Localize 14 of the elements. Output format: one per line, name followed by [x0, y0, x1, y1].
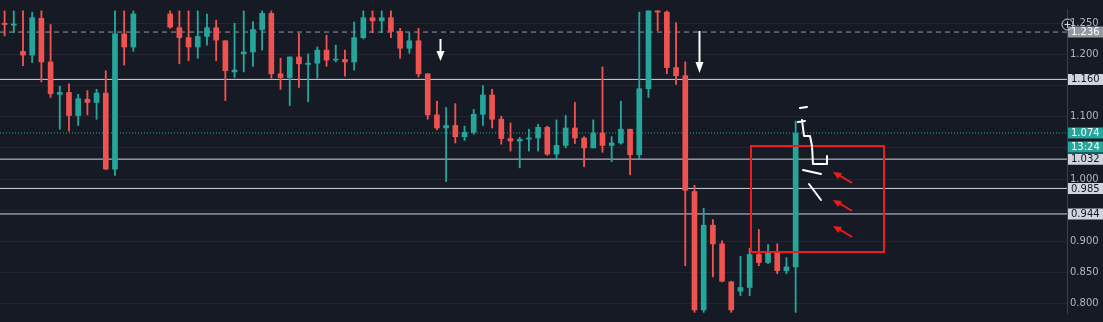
- y-tick-label: 0.800: [1070, 297, 1099, 309]
- y-tick-label: 1.000: [1070, 172, 1099, 184]
- ref-line-label: 0.985: [1071, 182, 1100, 194]
- y-tick-label: 1.250: [1070, 16, 1099, 28]
- ref-line-label: 1.074: [1071, 127, 1100, 139]
- y-tick-label: 1.100: [1070, 110, 1099, 122]
- y-tick-label: 0.900: [1070, 234, 1099, 246]
- ref-line-label: 1.236: [1071, 26, 1100, 38]
- ref-line-label: 1.032: [1071, 153, 1100, 165]
- y-tick-label: 1.200: [1070, 48, 1099, 60]
- y-tick-label: 0.850: [1070, 266, 1099, 278]
- ref-line-label: 0.944: [1071, 208, 1100, 220]
- ref-line-label: 1.160: [1071, 73, 1100, 85]
- text: 13:24: [1071, 141, 1100, 153]
